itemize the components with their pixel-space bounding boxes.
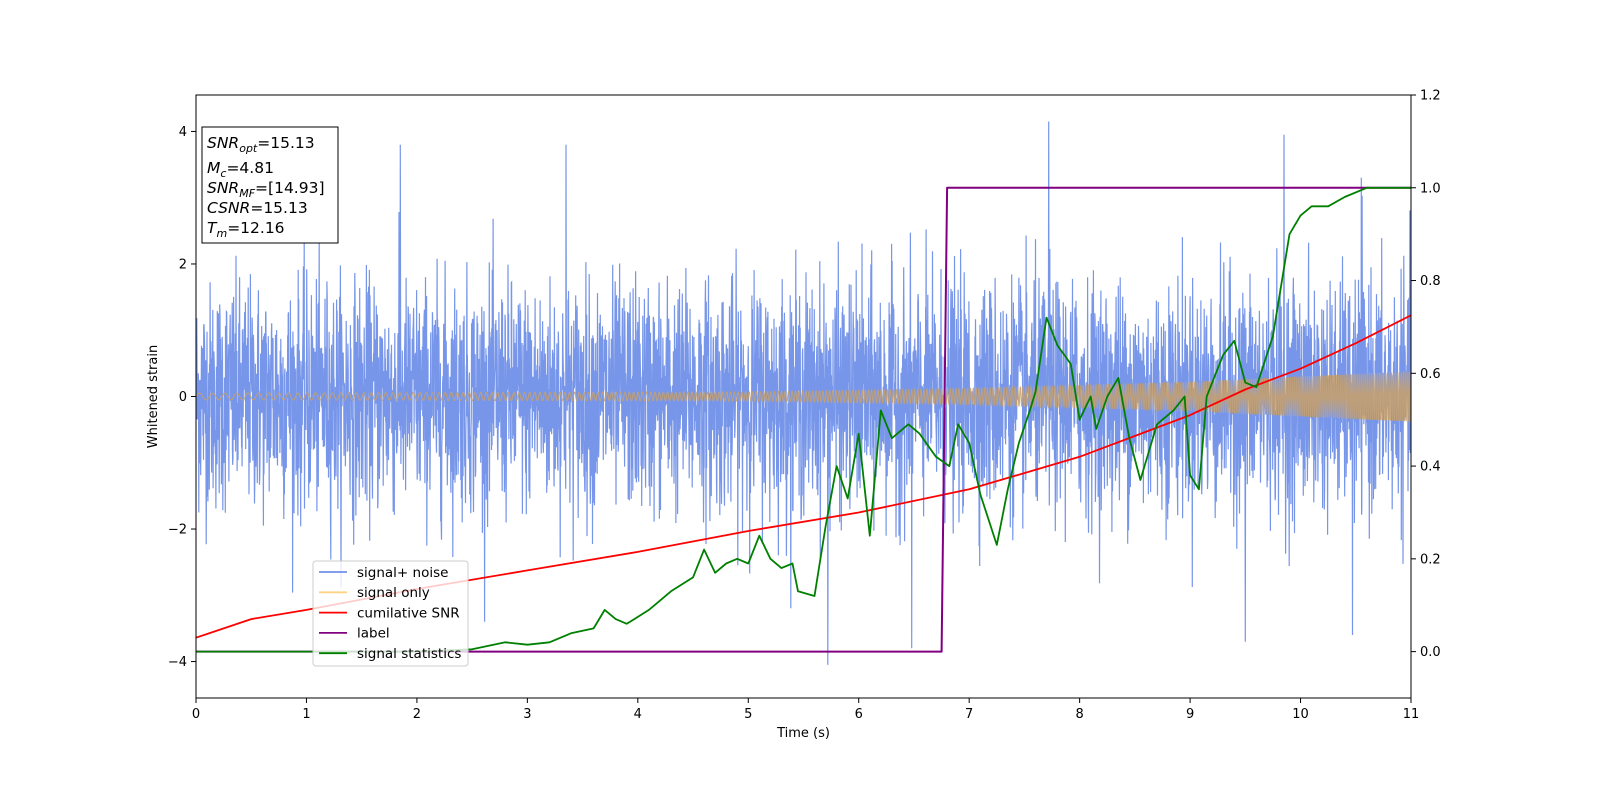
info-snr-mf-subscript: MF: [239, 187, 255, 200]
legend: signal+ noise signal only cumilative SNR la…: [312, 560, 469, 667]
series-signal-only-line: [196, 370, 1411, 423]
x-tick-label: 4: [634, 707, 642, 722]
y-right-tick-label: 0.4: [1420, 460, 1441, 475]
x-tick-label: 7: [965, 707, 973, 722]
legend-frame: [312, 560, 469, 667]
y-right-tick-label: 0.0: [1420, 645, 1441, 660]
info-csnr: CSNR=15.13: [207, 199, 308, 217]
y-left-tick-label: −2: [168, 523, 187, 538]
info-box-frame: [201, 126, 339, 244]
info-csnr-value: =15.13: [250, 199, 307, 217]
info-mc: Mc=4.81: [207, 159, 274, 180]
y-right-tick-label: 1.0: [1420, 181, 1441, 196]
axes-layer: 0 1 2 3 4 5 6 7 8 9 10 11 −4 −2 0 2 4 0.0 0.2 0.4 0.6 0.8 1.0 1…: [168, 89, 1441, 723]
info-mc-subscript: c: [220, 167, 226, 180]
y-right-tick-label: 0.6: [1420, 367, 1441, 382]
x-tick-label: 11: [1403, 707, 1420, 722]
x-tick-label: 2: [413, 707, 421, 722]
y-right-tick-label: 0.8: [1420, 274, 1441, 289]
y-right-tick-label: 1.2: [1420, 89, 1441, 104]
x-tick-label: 9: [1186, 707, 1194, 722]
info-box: SNRopt=15.13 Mc=4.81 SNRMF=[14.93] CSNR=…: [201, 126, 339, 244]
x-tick-label: 6: [855, 707, 863, 722]
info-tm-value: =12.16: [227, 219, 284, 237]
y-left-tick-label: 4: [179, 125, 187, 140]
legend-entry-label: cumilative SNR: [357, 605, 460, 621]
info-tm-subscript: m: [216, 227, 227, 240]
x-tick-label: 3: [523, 707, 531, 722]
info-mc-symbol: M: [207, 159, 220, 177]
info-snr-opt-subscript: opt: [239, 142, 258, 155]
y-left-tick-label: 2: [179, 257, 187, 272]
y-left-tick-label: −4: [168, 655, 187, 670]
legend-entry-label: signal+ noise: [357, 565, 448, 581]
info-csnr-symbol: CSNR: [207, 199, 250, 217]
x-tick-label: 8: [1075, 707, 1083, 722]
series-signal-noise-line: [196, 121, 1411, 665]
x-tick-label: 10: [1292, 707, 1309, 722]
info-snr-mf-value: =[14.93]: [255, 179, 324, 197]
legend-entry-label: signal statistics: [357, 646, 461, 662]
series-label-line: [196, 186, 1411, 653]
series-signal-statistics-line: [196, 186, 1411, 653]
x-tick-label: 1: [302, 707, 310, 722]
y-left-tick-label: 0: [179, 390, 187, 405]
info-tm: Tm=12.16: [207, 219, 285, 240]
x-axis-label: Time (s): [776, 726, 830, 741]
y-right-tick-label: 0.2: [1420, 552, 1441, 567]
x-tick-label: 0: [192, 707, 200, 722]
info-tm-symbol: T: [207, 219, 218, 237]
info-snr-opt-value: =15.13: [257, 134, 314, 152]
info-snr-opt: SNRopt=15.13: [207, 134, 315, 155]
info-mc-value: =4.81: [226, 159, 274, 177]
legend-entry-label: label: [357, 626, 390, 642]
x-tick-label: 5: [744, 707, 752, 722]
legend-entry-label: signal only: [357, 585, 430, 601]
y-axis-label: Whitened strain: [146, 345, 161, 448]
info-snr-mf-symbol: SNR: [207, 179, 239, 197]
info-snr-opt-symbol: SNR: [207, 134, 239, 152]
info-snr-mf: SNRMF=[14.93]: [207, 179, 325, 200]
